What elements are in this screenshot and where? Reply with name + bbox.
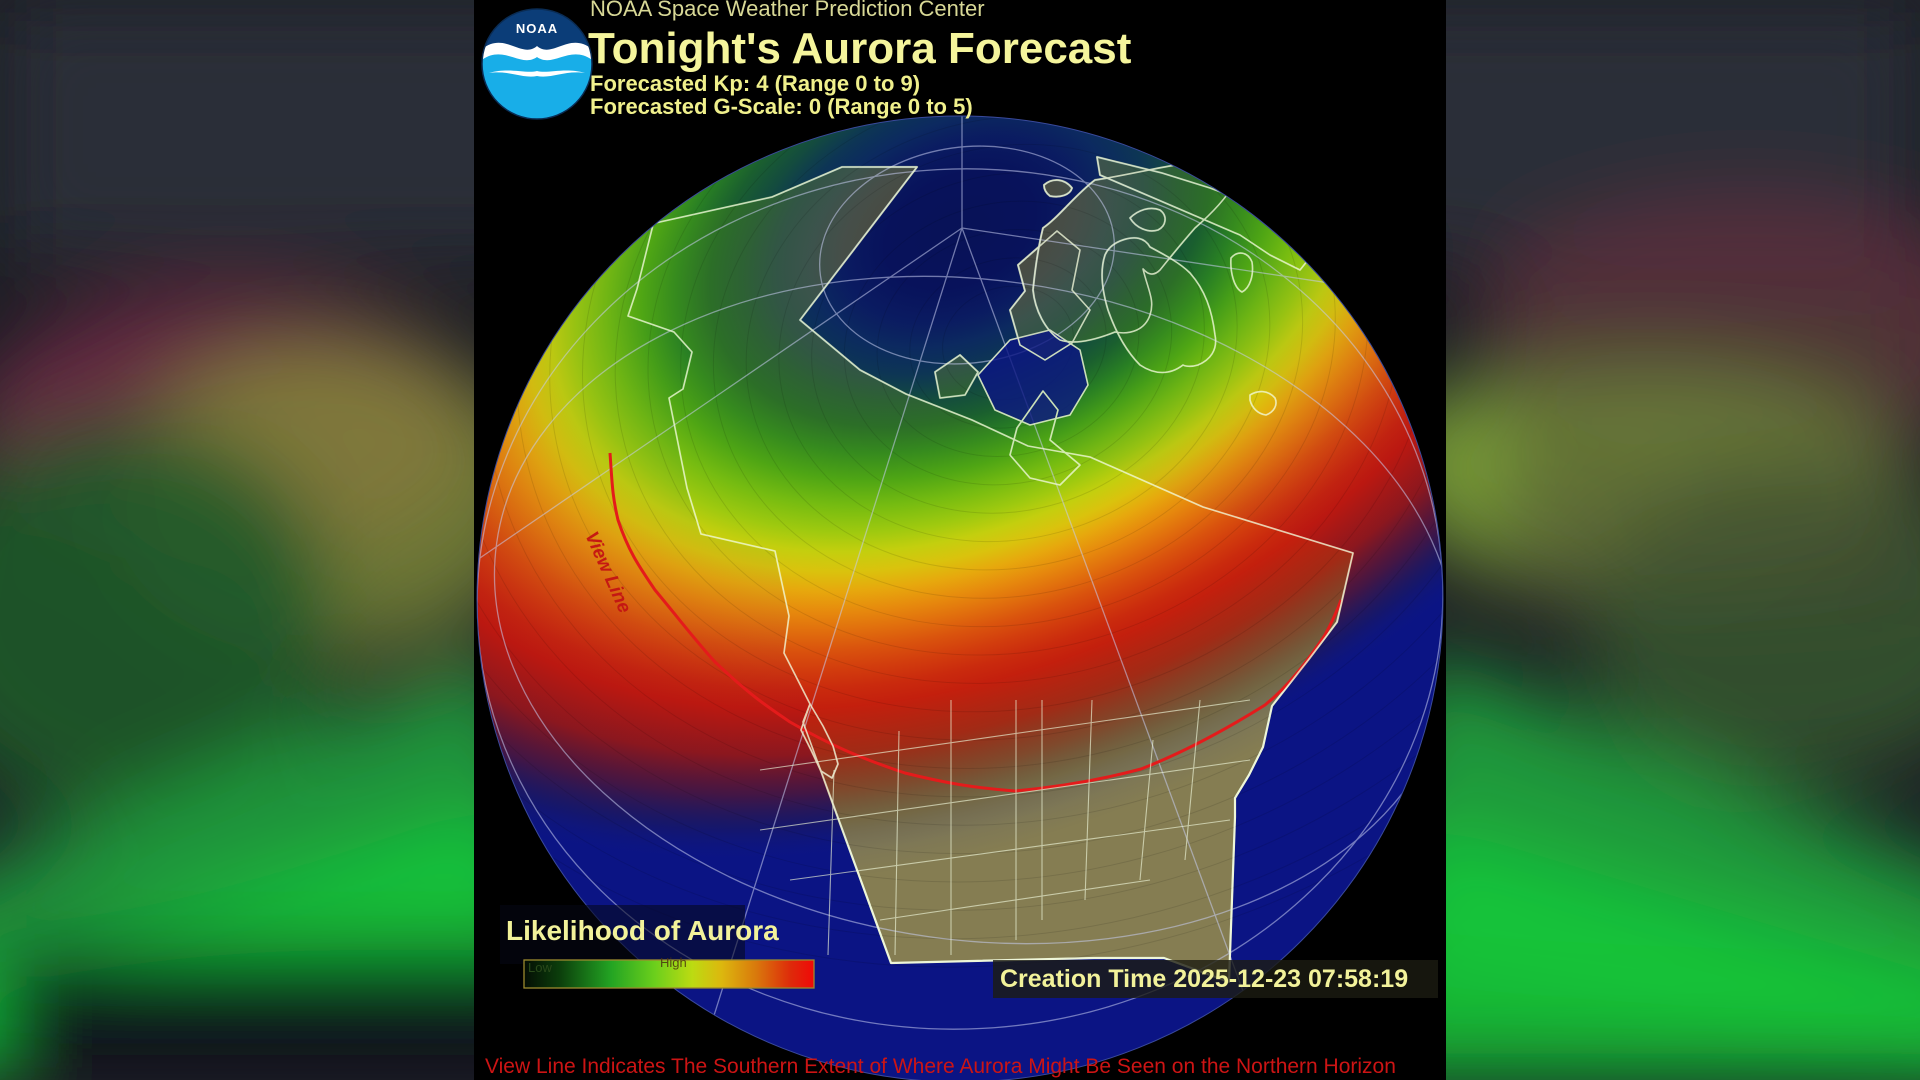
- svg-text:Likelihood of Aurora: Likelihood of Aurora: [506, 915, 779, 946]
- svg-text:View Line Indicates The Southe: View Line Indicates The Southern Extent …: [485, 1055, 1396, 1078]
- svg-text:NOAA: NOAA: [516, 21, 558, 36]
- svg-text:Forecasted G-Scale: 0 (Range 0: Forecasted G-Scale: 0 (Range 0 to 5): [590, 94, 973, 119]
- svg-text:High: High: [660, 955, 687, 970]
- svg-text:Tonight's Aurora Forecast: Tonight's Aurora Forecast: [588, 24, 1132, 73]
- svg-text:NOAA Space Weather Prediction: NOAA Space Weather Prediction Center: [590, 0, 985, 21]
- svg-text:Low: Low: [528, 960, 552, 975]
- svg-text:Creation Time 2025-12-23 07:58: Creation Time 2025-12-23 07:58:19: [1000, 965, 1408, 993]
- svg-text:Forecasted Kp: 4 (Range 0 to 9: Forecasted Kp: 4 (Range 0 to 9): [590, 71, 920, 96]
